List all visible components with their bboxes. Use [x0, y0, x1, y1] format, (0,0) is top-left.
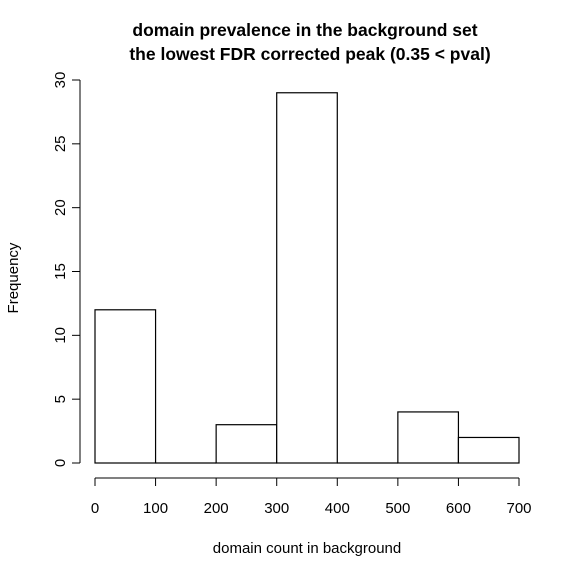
- y-tick-label-25: 25: [52, 135, 69, 152]
- histogram-bar-500-600: [397, 411, 460, 464]
- histogram-bar-300-400: [276, 92, 338, 464]
- y-axis-label: Frequency: [5, 242, 22, 313]
- bars-group: [94, 92, 520, 464]
- x-tick-label-700: 700: [506, 500, 531, 517]
- y-tick-label-20: 20: [52, 199, 69, 216]
- x-tick-label-500: 500: [385, 500, 410, 517]
- y-tick-label-15: 15: [52, 263, 69, 280]
- x-tick-label-100: 100: [143, 500, 168, 517]
- x-tick-label-200: 200: [204, 500, 229, 517]
- histogram-bar-600-700: [457, 436, 520, 464]
- x-tick-label-600: 600: [446, 500, 471, 517]
- histogram-bar-0-100: [94, 309, 157, 464]
- x-tick-label-300: 300: [264, 500, 289, 517]
- y-tick-label-10: 10: [52, 327, 69, 344]
- chart-subtitle: the lowest FDR corrected peak (0.35 < pv…: [129, 44, 490, 64]
- x-tick-label-400: 400: [325, 500, 350, 517]
- histogram-bar-200-300: [215, 424, 278, 464]
- x-axis: 0 100 200 300 400 500 600 700: [91, 477, 532, 517]
- y-tick-label-5: 5: [52, 395, 69, 403]
- x-axis-label: domain count in background: [213, 540, 401, 557]
- y-axis: 0 5 10 15 20 25 30: [52, 72, 81, 467]
- y-tick-label-30: 30: [52, 72, 69, 89]
- y-tick-label-0: 0: [52, 459, 69, 467]
- chart-title: domain prevalence in the background set: [132, 20, 477, 40]
- x-tick-label-0: 0: [91, 500, 99, 517]
